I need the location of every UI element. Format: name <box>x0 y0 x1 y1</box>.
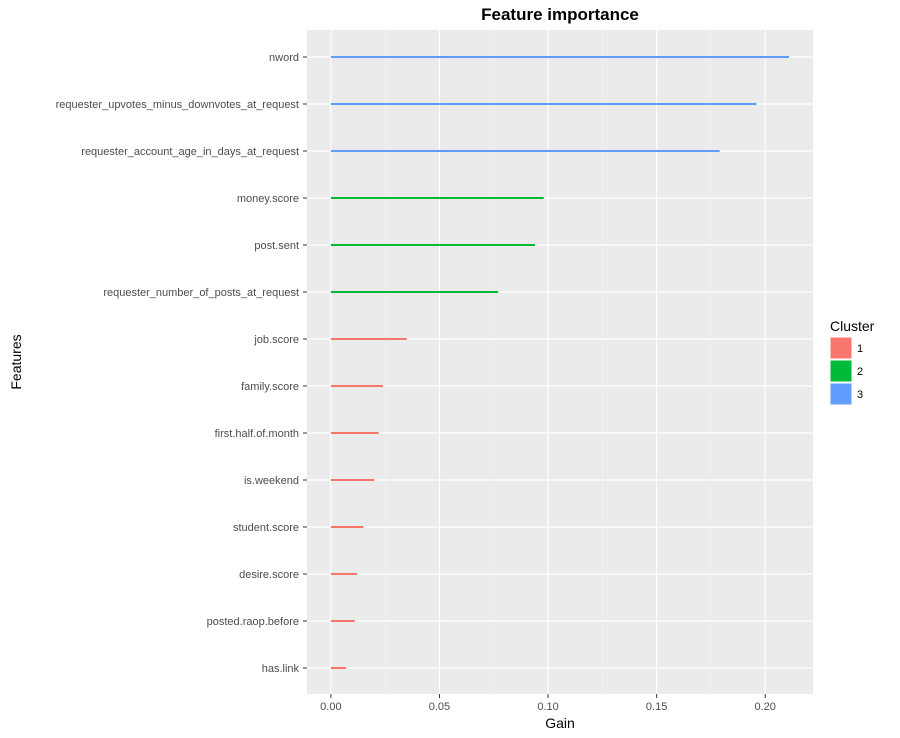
y-tick-label: requester_number_of_posts_at_request <box>103 287 299 299</box>
x-tick-label: 0.15 <box>646 701 667 713</box>
y-axis-ticks: nword requester_upvotes_minus_downvotes_a… <box>56 52 307 675</box>
y-axis-title: Features <box>8 334 24 389</box>
x-axis-ticks: 0.00 0.05 0.10 0.15 0.20 <box>320 694 776 713</box>
legend: Cluster 1 2 3 <box>829 318 875 406</box>
legend-label: 2 <box>857 366 863 378</box>
y-tick-label: posted.raop.before <box>207 616 299 628</box>
y-tick-label: requester_account_age_in_days_at_request <box>81 146 299 158</box>
x-tick-label: 0.10 <box>537 701 558 713</box>
y-tick-label: is.weekend <box>244 475 299 487</box>
plot-panel <box>307 30 813 694</box>
x-tick-label: 0.05 <box>429 701 450 713</box>
bar-marks <box>330 56 790 669</box>
y-tick-label: nword <box>269 52 299 64</box>
minor-gridlines <box>384 30 712 694</box>
y-tick-label: student.score <box>233 522 299 534</box>
y-tick-label: family.score <box>241 381 299 393</box>
y-tick-label: post.sent <box>254 240 299 252</box>
chart-title: Feature importance <box>481 5 639 24</box>
legend-key-2 <box>829 359 853 383</box>
legend-label: 3 <box>857 389 863 401</box>
y-tick-label: money.score <box>237 193 299 205</box>
legend-label: 1 <box>857 343 863 355</box>
legend-key-1 <box>829 336 853 360</box>
legend-title: Cluster <box>830 318 875 334</box>
y-tick-label: desire.score <box>239 569 299 581</box>
x-tick-label: 0.00 <box>320 701 341 713</box>
x-tick-label: 0.20 <box>755 701 776 713</box>
y-tick-label: first.half.of.month <box>215 428 299 440</box>
y-tick-label: job.score <box>253 334 299 346</box>
x-axis-title: Gain <box>545 715 575 731</box>
y-tick-label: requester_upvotes_minus_downvotes_at_req… <box>56 99 299 111</box>
y-tick-label: has.link <box>262 663 300 675</box>
legend-key-3 <box>829 382 853 406</box>
